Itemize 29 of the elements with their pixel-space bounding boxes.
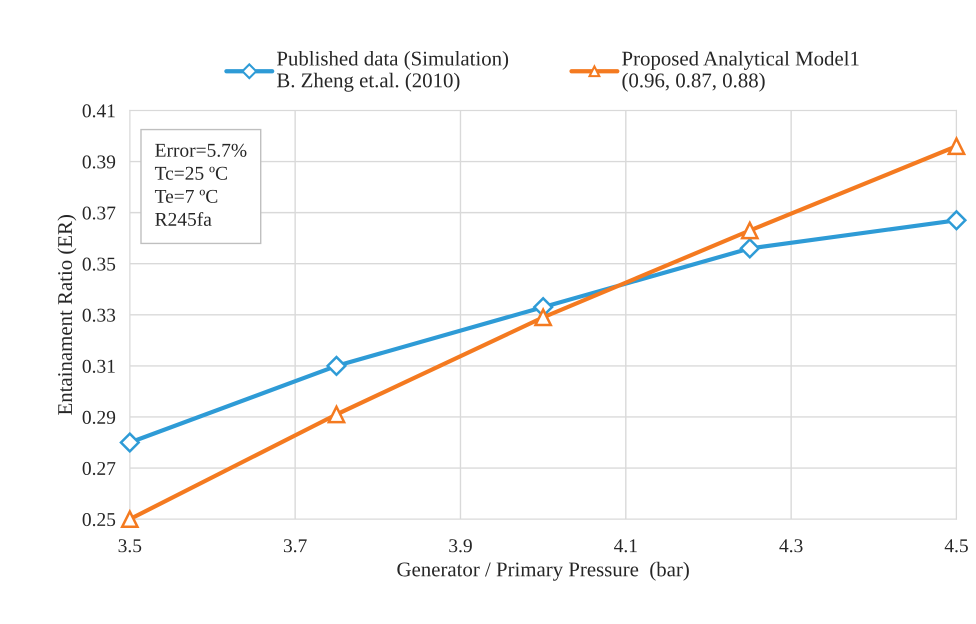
legend-label: Published data (Simulation) B. Zheng et.al. (2010) <box>276 50 508 92</box>
point <box>328 406 346 424</box>
y-tick-label: 0.39 <box>82 155 116 169</box>
point <box>326 356 347 376</box>
point <box>948 137 966 156</box>
point <box>534 308 552 326</box>
y-tick-label: 0.29 <box>82 410 116 424</box>
point <box>740 222 759 240</box>
annotation: Error=5.7% Tc=25 ºC Te=7 ºC R245fa <box>154 144 246 226</box>
x-tick-label: 3.5 <box>118 539 142 552</box>
point <box>120 432 140 453</box>
y-tick-label: 0.41 <box>82 104 115 118</box>
y-tick-label: 0.33 <box>82 308 116 322</box>
x-tick-label: 4.1 <box>614 539 637 552</box>
point <box>120 510 139 528</box>
legend-label: Proposed Analytical Model1 (0.96, 0.87, 0.88) <box>622 50 859 92</box>
x-tick-label: 4.5 <box>944 539 968 552</box>
y-axis-title: Entainament Ratio (ER) <box>57 215 76 415</box>
x-axis-title: Generator / Primary Pressure (bar) <box>397 562 689 581</box>
y-tick-label: 0.27 <box>82 462 116 476</box>
y-tick-label: 0.35 <box>82 258 116 271</box>
x-tick-label: 4.3 <box>779 539 803 552</box>
x-tick-label: 3.9 <box>449 539 472 552</box>
y-tick-label: 0.25 <box>82 512 116 526</box>
y-tick-label: 0.31 <box>82 360 115 373</box>
point <box>946 210 967 230</box>
y-tick-label: 0.37 <box>82 206 116 220</box>
point <box>740 238 760 258</box>
x-tick-label: 3.7 <box>284 539 307 552</box>
